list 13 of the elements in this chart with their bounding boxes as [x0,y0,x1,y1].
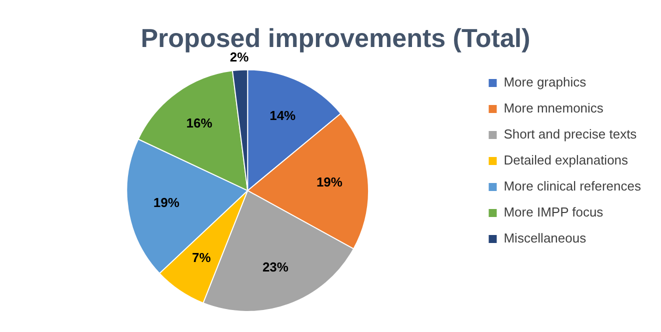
data-label: 23% [262,260,289,275]
legend-label: More IMPP focus [504,204,604,220]
legend-label: Detailed explanations [504,152,629,168]
legend-label: Short and precise texts [504,126,638,142]
data-label: 14% [270,108,296,123]
legend-label: More clinical references [504,178,642,194]
legend-label: Miscellaneous [504,230,587,246]
legend-label: More mnemonics [504,100,604,116]
data-label: 7% [192,250,212,266]
legend-label: More graphics [504,74,587,90]
data-label: 19% [153,195,180,210]
data-label: 16% [186,116,213,131]
data-label: 19% [316,174,343,190]
